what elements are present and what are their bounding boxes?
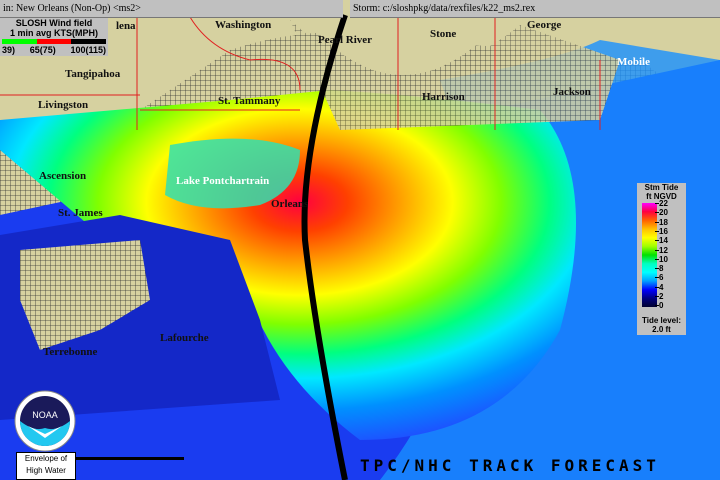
label-terrebonne: Terrebonne — [43, 346, 98, 358]
tide-level-label: Tide level: — [642, 316, 681, 325]
label-washington: Washington — [215, 19, 272, 31]
surge-legend: Stm Tide ft NGVD 22 20 18 16 14 12 10 8 6 4 2 0 Tid… — [637, 183, 686, 335]
surge-color-scale — [642, 203, 657, 307]
label-lake-pontchartrain: Lake Pontchartrain — [176, 175, 270, 187]
scale-bar — [76, 457, 184, 460]
wind-legend: SLOSH Wind field 1 min avg KTS(MPH) 39) … — [0, 18, 108, 56]
wind-color-bar — [2, 39, 107, 44]
lake-pontchartrain — [165, 138, 300, 209]
surge-tick: 22 — [655, 199, 668, 208]
county-lines — [0, 16, 601, 130]
wind-tick: 65(75) — [29, 45, 56, 55]
label-lafourche: Lafourche — [160, 332, 209, 344]
surge-tick: 12 — [655, 245, 668, 255]
label-harrison: Harrison — [422, 91, 465, 103]
surge-tick: 18 — [655, 217, 668, 227]
label-st-tammany: St. Tammany — [218, 95, 281, 107]
grid-area-ms — [290, 20, 620, 130]
surge-tick: 8 — [654, 264, 664, 274]
label-mobile: Mobile — [617, 56, 650, 68]
surge-field — [0, 90, 576, 440]
surge-tick: 14 — [655, 236, 668, 246]
envelope-line1: Envelope of — [24, 454, 68, 463]
surge-legend-title: Stm Tide — [644, 183, 679, 192]
label-orleans: Orleans — [271, 198, 309, 210]
envelope-label: Envelope of High Water — [16, 452, 76, 480]
surge-tick: 10 — [655, 254, 668, 264]
basin-title: in: New Orleans (Non-Op) <ms2> — [0, 0, 343, 18]
label-pearl-river: Pearl River — [318, 34, 373, 46]
grid-area-west — [20, 240, 150, 350]
surge-legend-units: ft NGVD — [646, 192, 677, 201]
wind-legend-title: SLOSH Wind field — [15, 18, 93, 28]
label-helena: lena — [116, 20, 136, 32]
surge-tick: 16 — [655, 226, 668, 236]
label-stone: Stone — [430, 28, 457, 40]
label-tangipahoa: Tangipahoa — [65, 68, 121, 80]
label-st-james: St. James — [58, 207, 103, 219]
label-ascension: Ascension — [39, 170, 87, 182]
label-george: George — [527, 19, 562, 31]
tide-level-value: 2.0 ft — [652, 325, 671, 334]
land-ms — [290, 0, 520, 75]
noaa-logo-text: NOAA — [32, 410, 58, 420]
track-forecast-line — [301, 14, 348, 480]
wind-tick: 39) — [2, 45, 16, 55]
surge-tick: 20 — [655, 208, 668, 218]
label-livingston: Livingston — [38, 99, 89, 111]
wind-tick: 100(115) — [70, 45, 106, 55]
surge-tick: 4 — [654, 282, 664, 292]
track-forecast-title: TPC/NHC TRACK FORECAST — [360, 456, 660, 475]
surge-tick: 6 — [654, 273, 664, 283]
surge-tick: 2 — [654, 292, 664, 301]
noaa-logo: NOAA — [14, 390, 76, 452]
envelope-line2: High Water — [26, 466, 66, 475]
surge-tick: 0 — [654, 301, 664, 311]
storm-file-title: Storm: c:/sloshpkg/data/rexfiles/k22_ms2… — [350, 0, 720, 18]
wind-legend-subtitle: 1 min avg KTS(MPH) — [9, 28, 98, 38]
label-jackson: Jackson — [553, 86, 591, 98]
